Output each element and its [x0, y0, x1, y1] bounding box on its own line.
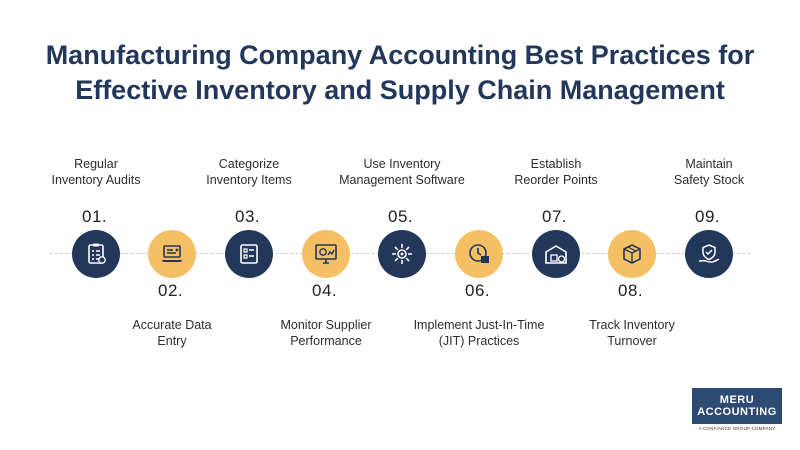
step-label: Categorize Inventory Items [169, 156, 329, 188]
step-circle [685, 230, 733, 278]
title-line-2: Effective Inventory and Supply Chain Man… [75, 75, 725, 105]
step-label-line: Entry [157, 334, 187, 348]
step-circle [455, 230, 503, 278]
step-number: 05. [388, 207, 414, 226]
logo-tagline: A CONFIANCE GROUP COMPANY [698, 426, 776, 431]
step-circle [532, 230, 580, 278]
step-label-line: Monitor Supplier [280, 318, 372, 332]
hand-shield-icon [698, 244, 720, 263]
step-label: Implement Just-In-Time (JIT) Practices [399, 317, 559, 349]
step-label: Establish Reorder Points [476, 156, 636, 188]
step-label-line: Reorder Points [514, 173, 598, 187]
title-line-1: Manufacturing Company Accounting Best Pr… [45, 40, 755, 70]
step-circle [378, 230, 426, 278]
step-label-line: Inventory Audits [51, 173, 141, 187]
step-label-line: Performance [290, 334, 362, 348]
step-circle [302, 230, 350, 278]
step-label-line: Maintain [685, 157, 733, 171]
step-circle [72, 230, 120, 278]
step-number: 09. [695, 207, 721, 226]
step-circle [148, 230, 196, 278]
box-turnover-icon [623, 244, 641, 264]
step-label-line: Track Inventory [589, 318, 675, 332]
step-label-line: (JIT) Practices [438, 334, 520, 348]
jit-clock-box-icon [469, 244, 489, 263]
step-label-line: Use Inventory [363, 157, 441, 171]
step-circle [225, 230, 273, 278]
page-title: Manufacturing Company Accounting Best Pr… [0, 38, 800, 108]
step-label-line: Inventory Items [206, 173, 292, 187]
warehouse-reorder-icon [545, 245, 567, 264]
step-number: 04. [312, 281, 338, 300]
step-circle [608, 230, 656, 278]
step-number: 01. [82, 207, 108, 226]
meru-accounting-logo: MERU ACCOUNTING [692, 388, 782, 424]
step-label: Regular Inventory Audits [16, 156, 176, 188]
step-label: Monitor Supplier Performance [246, 317, 406, 349]
categorized-boxes-icon [240, 244, 258, 264]
step-label: Track Inventory Turnover [552, 317, 712, 349]
software-gear-icon [392, 244, 412, 264]
step-label-line: Implement Just-In-Time [413, 318, 545, 332]
step-label-line: Categorize [218, 157, 280, 171]
logo-line-1: MERU [719, 394, 755, 406]
step-label: Maintain Safety Stock [629, 156, 789, 188]
step-label-line: Regular [74, 157, 118, 171]
logo-line-2: ACCOUNTING [697, 406, 777, 418]
step-number: 06. [465, 281, 491, 300]
step-label: Use Inventory Management Software [322, 156, 482, 188]
clipboard-checklist-icon [88, 243, 106, 264]
step-label-line: Turnover [607, 334, 657, 348]
step-label-line: Establish [530, 157, 582, 171]
step-label-line: Safety Stock [673, 173, 745, 187]
step-label-line: Accurate Data [132, 318, 212, 332]
step-label: Accurate Data Entry [92, 317, 252, 349]
laptop-data-entry-icon [161, 245, 183, 262]
step-label-line: Management Software [339, 173, 465, 187]
monitor-performance-icon [315, 244, 337, 264]
step-number: 03. [235, 207, 261, 226]
step-number: 07. [542, 207, 568, 226]
step-number: 02. [158, 281, 184, 300]
step-number: 08. [618, 281, 644, 300]
